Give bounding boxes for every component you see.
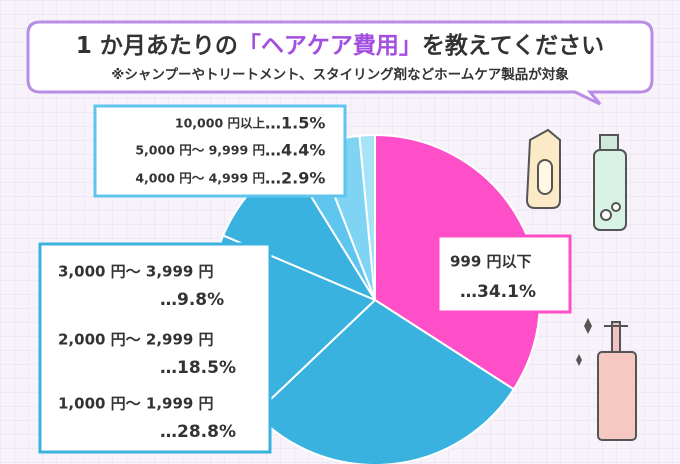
bottle-icons [525, 128, 637, 441]
value-label: …4.4% [265, 141, 325, 160]
category-label: 3,000 円～ 3,999 円 [58, 263, 214, 281]
category-label: 1,000 円～ 1,999 円 [58, 395, 214, 413]
category-label: 10,000 円以上 [175, 116, 266, 131]
title-bubble [26, 20, 654, 106]
pie-slice [254, 298, 516, 464]
value-label: …1.5% [265, 114, 325, 133]
category-label: 5,000 円～ 9,999 円 [135, 143, 265, 158]
label-box [436, 234, 572, 314]
value-label: …34.1% [460, 282, 536, 302]
value-label: …2.9% [265, 169, 325, 188]
value-label: …18.5% [160, 358, 236, 378]
label-box [38, 242, 272, 454]
pie-slice [358, 133, 376, 301]
subtitle: ※シャンプーやトリートメント、スタイリング剤などホームケア製品が対象 [111, 66, 569, 83]
category-label: 4,000 円～ 4,999 円 [135, 171, 265, 186]
value-label: …9.8% [160, 290, 224, 310]
label-box [93, 104, 347, 198]
category-label: 2,000 円～ 2,999 円 [58, 331, 214, 349]
category-label: 999 円以下 [450, 253, 532, 271]
value-label: …28.8% [160, 422, 236, 442]
chart-title: 1 か月あたりの「ヘアケア費用」を教えてください [76, 32, 604, 59]
